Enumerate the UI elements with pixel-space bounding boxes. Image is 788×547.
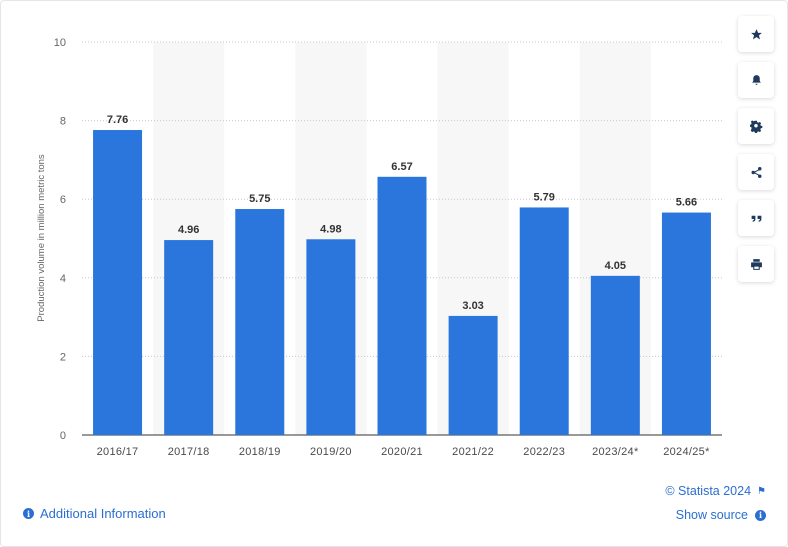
favorite-button[interactable]: [738, 16, 774, 52]
bar[interactable]: [590, 275, 640, 435]
x-tick-label: 2020/21: [381, 446, 423, 458]
x-tick-label: 2016/17: [97, 446, 139, 458]
y-axis-title: Production volume in million metric tons: [36, 154, 47, 322]
show-source-link[interactable]: Show source i: [676, 508, 766, 522]
printer-icon: [750, 258, 762, 270]
bar[interactable]: [306, 239, 356, 435]
bar[interactable]: [164, 240, 214, 435]
bar[interactable]: [519, 207, 569, 435]
share-icon: [751, 166, 761, 178]
additional-information-link[interactable]: i Additional Information: [23, 506, 166, 521]
star-icon: [750, 28, 762, 39]
gear-icon: [749, 119, 762, 133]
data-label: 7.76: [107, 114, 128, 126]
x-tick-label: 2021/22: [452, 446, 494, 458]
data-label: 5.75: [249, 193, 270, 205]
share-button[interactable]: [738, 154, 774, 190]
show-source-label: Show source: [675, 508, 748, 522]
data-label: 5.66: [676, 197, 697, 209]
print-button[interactable]: [738, 246, 774, 282]
statista-credit-link[interactable]: © Statista 2024 ⚑: [665, 484, 766, 498]
x-tick-label: 2017/18: [168, 446, 210, 458]
bar[interactable]: [377, 176, 427, 435]
y-tick-label: 6: [60, 194, 66, 206]
bar[interactable]: [448, 315, 498, 435]
bell-icon: [751, 74, 761, 85]
x-tick-label: 2022/23: [523, 446, 565, 458]
cite-button[interactable]: [738, 200, 774, 236]
y-tick-label: 10: [54, 37, 66, 49]
data-label: 4.98: [320, 223, 341, 235]
settings-button[interactable]: [738, 108, 774, 144]
data-label: 6.57: [391, 161, 412, 173]
data-label: 3.03: [462, 300, 483, 312]
y-tick-label: 2: [60, 351, 66, 363]
info-icon: i: [755, 509, 766, 521]
info-icon: i: [23, 508, 34, 519]
x-tick-label: 2023/24*: [592, 446, 639, 458]
flag-icon: ⚑: [757, 485, 766, 497]
quote-icon: [751, 215, 761, 222]
chart-toolbar: [738, 16, 776, 292]
bar[interactable]: [93, 130, 143, 436]
notification-button[interactable]: [738, 62, 774, 98]
data-label: 5.79: [534, 191, 555, 203]
y-tick-label: 0: [60, 430, 66, 442]
data-label: 4.96: [178, 224, 199, 236]
y-tick-label: 8: [60, 116, 66, 128]
x-tick-label: 2019/20: [310, 446, 352, 458]
credit-label: © Statista 2024: [665, 484, 752, 498]
bar[interactable]: [235, 209, 285, 435]
x-tick-label: 2024/25*: [663, 446, 710, 458]
data-label: 4.05: [605, 260, 626, 272]
x-tick-label: 2018/19: [239, 446, 281, 458]
additional-information-label: Additional Information: [40, 506, 166, 521]
bar[interactable]: [661, 212, 711, 435]
y-tick-label: 4: [60, 273, 66, 285]
